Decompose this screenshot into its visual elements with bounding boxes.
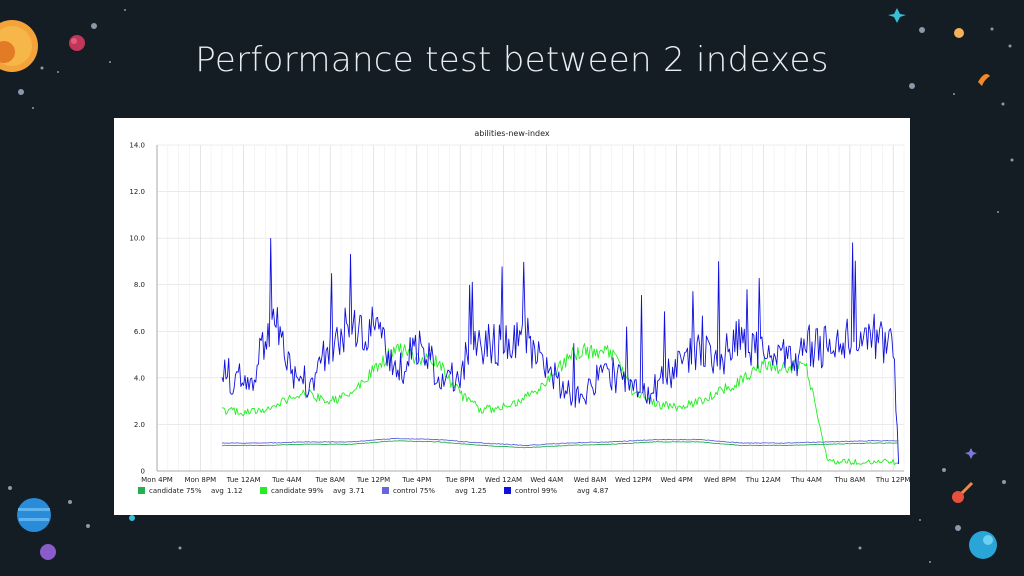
chart-title: abilities-new-index — [474, 129, 550, 138]
legend-swatch — [138, 487, 145, 494]
y-tick-label: 2.0 — [134, 421, 145, 429]
stars-icon — [8, 9, 1014, 563]
y-tick-label: 14.0 — [129, 142, 145, 150]
legend-swatch — [260, 487, 267, 494]
blue-planet-icon — [17, 498, 51, 532]
series-line-control-99- — [221, 237, 900, 465]
sparkle-icon — [888, 8, 906, 23]
chart-axes: 0 2.0 4.0 6.0 8.0 10.0 12.0 14.0 Mon 4PM Mon 8PM T… — [129, 142, 910, 485]
y-tick-label: 0 — [141, 468, 145, 476]
x-tick-label: Tue 4PM — [401, 476, 431, 484]
x-tick-label: Wed 8PM — [704, 476, 736, 484]
y-tick-label: 4.0 — [134, 374, 145, 382]
legend-avg-value: 1.12 — [227, 487, 243, 495]
legend-label: control 99% — [515, 487, 557, 495]
sun-icon — [0, 20, 38, 72]
x-tick-label: Mon 4PM — [141, 476, 173, 484]
star-icon — [965, 448, 977, 459]
legend-avg-value: 1.25 — [471, 487, 487, 495]
x-tick-label: Wed 4PM — [661, 476, 693, 484]
x-tick-label: Tue 12PM — [356, 476, 390, 484]
x-tick-label: Tue 4AM — [271, 476, 301, 484]
y-tick-label: 6.0 — [134, 328, 145, 336]
legend-avg-label: avg — [211, 487, 224, 495]
x-tick-label: Tue 8AM — [314, 476, 344, 484]
x-tick-label: Wed 4AM — [530, 476, 563, 484]
teal-planet-icon — [969, 531, 997, 559]
y-tick-label: 12.0 — [129, 188, 145, 196]
legend-label: control 75% — [393, 487, 435, 495]
purple-planet-icon — [40, 544, 56, 560]
chart-panel: abilities-new-index 0 2.0 4.0 6.0 8.0 10.0 12.… — [114, 118, 910, 515]
chart-grid — [156, 144, 905, 472]
x-tick-label: Thu 4AM — [790, 476, 822, 484]
legend-label: candidate 75% — [149, 487, 202, 495]
legend-avg-value: 3.71 — [349, 487, 365, 495]
legend-avg-label: avg — [333, 487, 346, 495]
series-line-control-75- — [222, 437, 899, 447]
x-tick-label: Thu 12PM — [875, 476, 910, 484]
x-tick-label: Thu 12AM — [745, 476, 781, 484]
x-tick-label: Mon 8PM — [184, 476, 216, 484]
x-tick-label: Wed 12PM — [615, 476, 652, 484]
chart-legend: candidate 75% avg 1.12 candidate 99% avg 3.71… — [138, 487, 609, 495]
x-tick-label: Wed 8AM — [574, 476, 607, 484]
rocket-icon — [978, 74, 990, 86]
legend-avg-label: avg — [455, 487, 468, 495]
x-tick-label: Wed 12AM — [485, 476, 522, 484]
slide-title: Performance test between 2 indexes — [195, 40, 829, 80]
legend-swatch — [382, 487, 389, 494]
y-tick-label: 10.0 — [129, 235, 145, 243]
chart-series — [221, 237, 900, 466]
series-line-candidate-75- — [221, 440, 899, 449]
legend-label: candidate 99% — [271, 487, 324, 495]
legend-avg-label: avg — [577, 487, 590, 495]
x-tick-label: Thu 8AM — [834, 476, 866, 484]
comet-icon — [952, 481, 974, 503]
line-chart: abilities-new-index 0 2.0 4.0 6.0 8.0 10.0 12.… — [129, 129, 910, 495]
x-tick-label: Tue 8PM — [445, 476, 475, 484]
legend-avg-value: 4.87 — [593, 487, 609, 495]
red-planet-icon — [69, 35, 85, 51]
y-tick-label: 8.0 — [134, 281, 145, 289]
series-line-candidate-99- — [221, 343, 899, 466]
x-tick-label: Tue 12AM — [226, 476, 261, 484]
legend-swatch — [504, 487, 511, 494]
